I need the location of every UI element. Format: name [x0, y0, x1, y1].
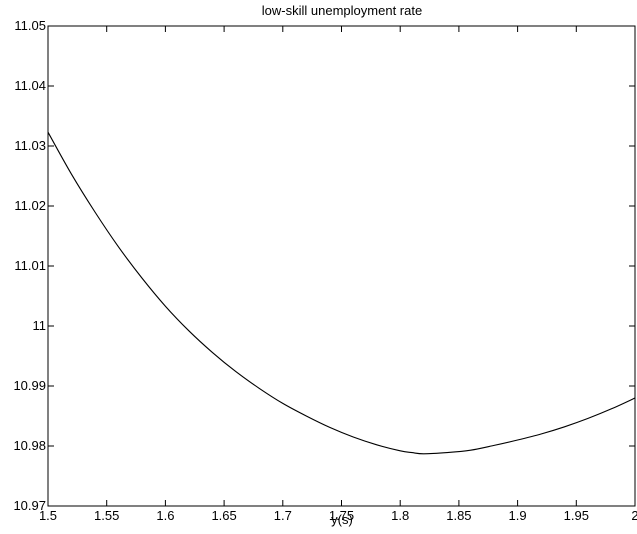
- y-tick-label: 11.03: [14, 138, 46, 153]
- x-tick-label: 1.9: [509, 508, 527, 523]
- series-group: [47, 131, 636, 455]
- x-tick-label: 1.6: [156, 508, 174, 523]
- y-tick-label: 10.98: [13, 438, 46, 453]
- x-axis: 1.5 1.55 1.6 1.65 1.7 1.75 1.8 1.85 1.9 1.95 2: [39, 26, 637, 523]
- x-axis-label: y(s): [331, 512, 353, 527]
- x-tick-label: 1.95: [564, 508, 589, 523]
- x-tick-label: 1.5: [39, 508, 57, 523]
- y-tick-label: 10.99: [13, 378, 46, 393]
- x-tick-label: 2: [631, 508, 637, 523]
- y-tick-label: 10.97: [13, 498, 46, 513]
- x-tick-label: 1.7: [274, 508, 292, 523]
- chart-title: low-skill unemployment rate: [262, 3, 422, 18]
- plot-frame: [47, 25, 636, 507]
- y-tick-label: 11.01: [14, 258, 46, 273]
- x-tick-label: 1.55: [94, 508, 119, 523]
- y-tick-label: 11.04: [14, 78, 46, 93]
- x-tick-label: 1.8: [391, 508, 409, 523]
- x-tick-label: 1.85: [446, 508, 471, 523]
- y-tick-label: 11.05: [14, 18, 46, 33]
- x-tick-label: 1.65: [211, 508, 236, 523]
- y-tick-label: 11: [33, 318, 47, 333]
- y-axis: 10.97 10.98 10.99 11 11.01 11.02 11.03 11.04 11.…: [13, 18, 635, 513]
- series-line: [47, 131, 636, 455]
- x-tick-label: 1.75: [329, 508, 354, 523]
- y-tick-label: 11.02: [14, 198, 46, 213]
